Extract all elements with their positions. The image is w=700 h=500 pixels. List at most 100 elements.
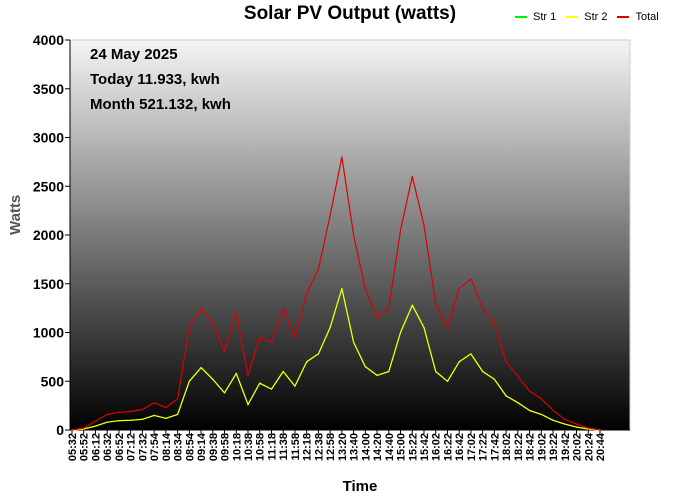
- series-point-str-2-11: [200, 367, 202, 369]
- legend-item-str1: Str 1: [515, 10, 556, 24]
- series-point-str-2-37: [505, 395, 507, 397]
- series-point-total-8: [165, 406, 167, 409]
- series-point-str-2-22: [329, 327, 331, 329]
- x-tick-label-7: 07:54: [149, 432, 161, 461]
- y-tick-label-2000: 2000: [33, 227, 64, 243]
- series-point-total-34: [470, 278, 472, 280]
- x-tick-label-17: 11:18: [266, 433, 278, 461]
- x-tick-label-44: 20:24: [583, 432, 595, 461]
- x-tick-label-36: 17:42: [489, 433, 501, 461]
- y-tick-label-3500: 3500: [33, 81, 64, 97]
- series-point-total-2: [94, 420, 97, 422]
- series-point-str-2-19: [294, 385, 296, 387]
- series-point-str-2-36: [493, 378, 495, 380]
- x-tick-label-35: 17:22: [478, 433, 490, 461]
- legend-swatch-str2: [566, 16, 579, 18]
- series-point-str-2-7: [153, 414, 155, 416]
- plot-area: [69, 39, 631, 431]
- series-point-total-27: [388, 307, 390, 309]
- chart-title: Solar PV Output (watts): [243, 3, 457, 24]
- x-tick-label-29: 15:22: [407, 433, 419, 461]
- series-point-str-2-14: [235, 372, 237, 375]
- x-tick-label-42: 19:42: [560, 433, 572, 461]
- series-point-total-11: [200, 307, 202, 309]
- series-point-total-29: [411, 175, 413, 178]
- series-point-total-19: [294, 336, 296, 338]
- y-tick-label-1500: 1500: [33, 276, 64, 292]
- legend-label-total: Total: [635, 11, 659, 23]
- series-point-str-2-34: [470, 353, 472, 355]
- series-point-str-2-3: [106, 421, 108, 423]
- series-point-total-22: [329, 214, 331, 217]
- x-tick-label-25: 14:00: [360, 433, 372, 461]
- x-tick-label-45: 20:44: [595, 432, 607, 461]
- series-point-str-2-5: [130, 419, 132, 421]
- y-tick-label-2500: 2500: [33, 178, 64, 194]
- x-tick-label-6: 07:32: [137, 433, 149, 461]
- series-point-str-2-28: [399, 331, 402, 334]
- y-tick-label-3000: 3000: [33, 130, 64, 146]
- series-point-str-2-16: [259, 382, 261, 384]
- series-point-total-3: [106, 413, 108, 415]
- series-point-total-20: [306, 292, 308, 295]
- series-point-total-17: [270, 341, 273, 343]
- x-tick-label-3: 06:32: [102, 433, 114, 461]
- series-point-total-5: [130, 410, 132, 413]
- series-point-str-2-42: [564, 423, 566, 425]
- series-point-total-40: [540, 398, 542, 400]
- x-tick-label-30: 15:42: [419, 433, 431, 461]
- x-tick-label-24: 13:40: [349, 433, 361, 461]
- series-point-total-18: [282, 307, 284, 309]
- x-tick-label-28: 15:00: [396, 433, 408, 461]
- x-tick-label-23: 13:20: [337, 433, 349, 461]
- series-point-str-2-24: [353, 341, 355, 343]
- series-point-total-32: [446, 327, 449, 329]
- series-line-str-2: [71, 288, 601, 431]
- series-point-total-15: [247, 374, 249, 376]
- series-point-total-0: [71, 429, 73, 431]
- series-point-str-2-25: [364, 366, 366, 368]
- series-point-str-2-40: [540, 413, 542, 415]
- y-tick-label-4000: 4000: [33, 32, 64, 48]
- y-tick-label-0: 0: [56, 422, 64, 438]
- y-tick-label-500: 500: [41, 373, 65, 389]
- series-point-total-7: [153, 402, 155, 404]
- series-point-str-2-12: [212, 378, 214, 380]
- x-tick-label-20: 12:18: [302, 433, 314, 461]
- x-tick-label-18: 11:38: [278, 433, 290, 461]
- y-axis: 0 500 1000 1500 2000 2500 3000 3500 4000: [33, 32, 71, 438]
- x-tick-label-38: 18:22: [513, 433, 525, 461]
- x-tick-label-34: 17:02: [466, 433, 478, 461]
- series-point-str-2-38: [517, 402, 519, 404]
- series-point-str-2-43: [575, 426, 578, 428]
- x-tick-label-39: 18:42: [525, 433, 537, 461]
- series-point-str-2-8: [165, 417, 167, 419]
- x-tick-label-43: 20:02: [572, 433, 584, 461]
- x-tick-label-0: 05:32: [67, 433, 79, 461]
- series-point-total-14: [235, 312, 237, 314]
- x-axis: 05:32 05:52 06:12 06:32 06:52 07:12 07:32 07:54…: [67, 429, 630, 461]
- series-point-total-24: [353, 234, 355, 236]
- series-point-total-21: [317, 268, 319, 270]
- series-point-str-2-13: [223, 392, 226, 394]
- legend-item-str2: Str 2: [566, 10, 607, 24]
- x-tick-label-10: 08:54: [184, 432, 196, 461]
- info-today-kwh: Today 11.933, kwh: [90, 71, 220, 88]
- x-tick-label-33: 16:42: [454, 433, 466, 461]
- legend-label-str1: Str 1: [533, 11, 557, 23]
- x-tick-label-37: 18:02: [501, 433, 513, 461]
- series-point-total-13: [223, 351, 226, 353]
- series-point-str-2-6: [141, 418, 143, 420]
- series-point-str-2-21: [317, 353, 319, 355]
- series-point-str-2-41: [552, 419, 554, 421]
- series-line-total: [71, 156, 601, 431]
- series-point-total-38: [517, 375, 519, 377]
- x-tick-label-40: 19:02: [536, 433, 548, 461]
- x-tick-label-4: 06:52: [114, 433, 126, 461]
- series-point-str-2-9: [177, 413, 179, 415]
- series-point-total-43: [575, 423, 578, 425]
- series-point-str-2-32: [446, 380, 449, 382]
- series-point-total-10: [188, 327, 190, 329]
- series-point-total-4: [118, 411, 120, 414]
